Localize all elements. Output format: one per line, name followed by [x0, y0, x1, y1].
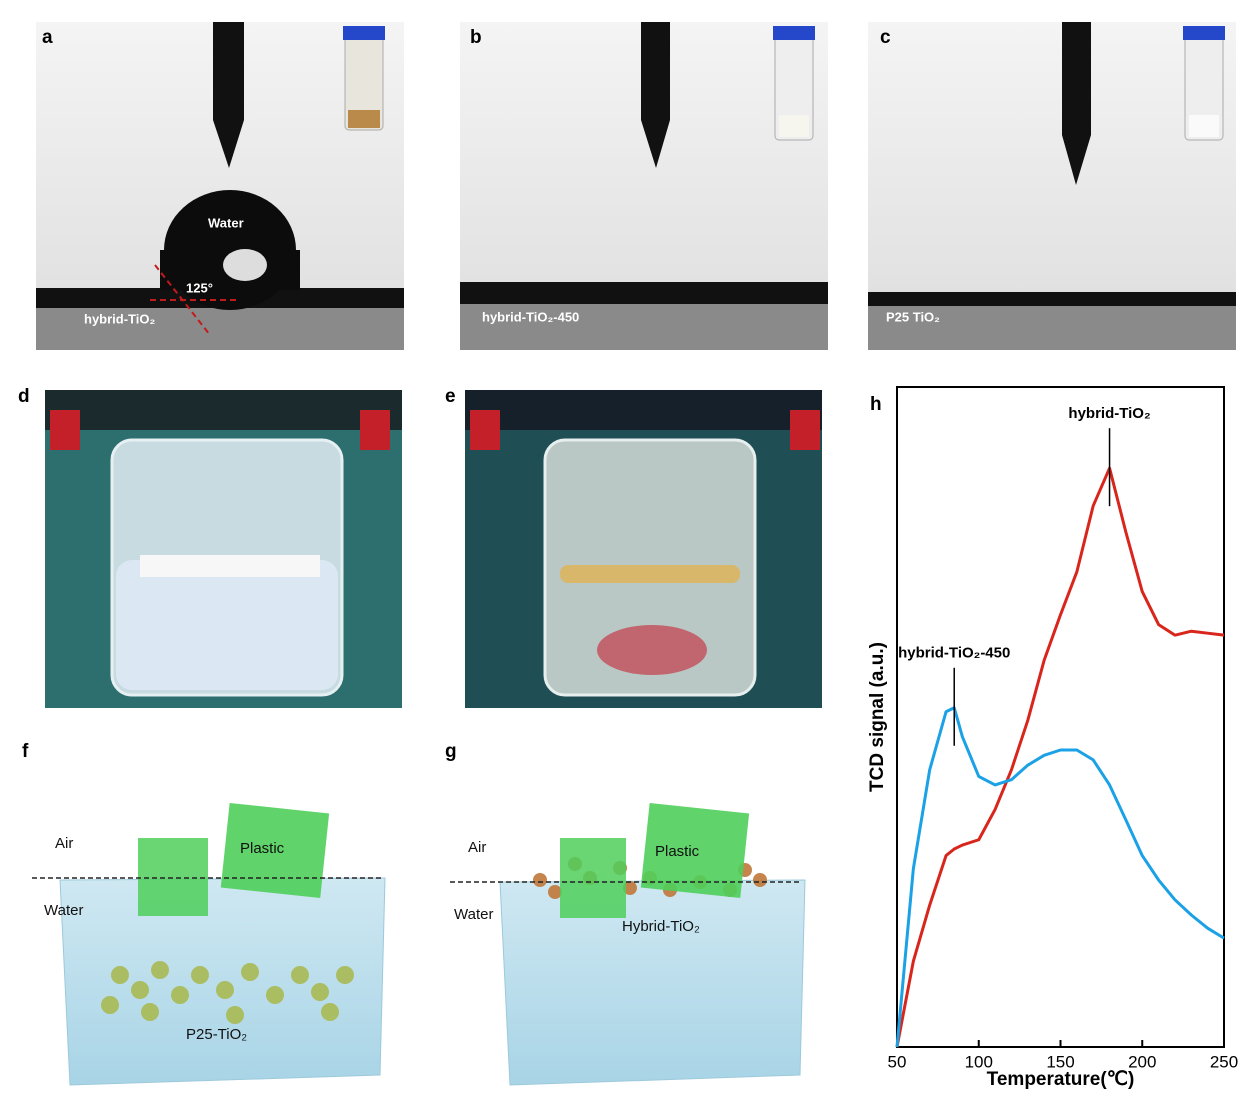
- panel-d: d: [18, 386, 402, 708]
- line-series: [895, 706, 1225, 1048]
- panel-b: b hybrid-TiO₂-450: [460, 22, 828, 350]
- annotation: P25 TiO₂: [886, 309, 940, 324]
- annotation: Water: [454, 906, 493, 923]
- panel-label: h: [870, 394, 882, 415]
- annotation: Air: [468, 839, 486, 856]
- series-label: hybrid-TiO₂: [1068, 405, 1150, 422]
- annotation: Water: [208, 215, 244, 230]
- panel-label: d: [18, 386, 30, 407]
- panel-c: c P25 TiO₂: [868, 22, 1236, 350]
- annotation: Hybrid-TiO₂: [622, 918, 700, 935]
- annotation: 125°: [186, 280, 213, 295]
- panel-e: e: [445, 386, 822, 708]
- x-tick-label: 150: [1046, 1052, 1074, 1071]
- annotation: hybrid-TiO₂: [84, 311, 155, 326]
- panel-label: e: [445, 386, 456, 407]
- panel-label: g: [445, 741, 457, 762]
- panel-f: f Air Water Plastic P25-TiO₂: [22, 741, 386, 1086]
- panel-g: g Air Water Plastic Hybrid-TiO₂: [445, 741, 806, 1086]
- panel-label: f: [22, 741, 29, 762]
- panel-label: b: [470, 27, 482, 48]
- annotation: Plastic: [240, 840, 285, 857]
- panel-label: a: [42, 27, 53, 48]
- panel-h: h 50 100 150 200 250 Temperature(℃) TCD signal…: [867, 386, 1238, 1090]
- x-tick-label: 50: [888, 1052, 907, 1071]
- series-label: hybrid-TiO₂-450: [898, 645, 1010, 662]
- panel-a: a Water 125° hybrid-TiO₂: [36, 22, 404, 350]
- annotation: P25-TiO₂: [186, 1026, 247, 1043]
- x-tick-label: 200: [1128, 1052, 1156, 1071]
- annotation: hybrid-TiO₂-450: [482, 309, 579, 324]
- annotation: Air: [55, 835, 73, 852]
- panel-label: c: [880, 27, 891, 48]
- annotation: Plastic: [655, 843, 700, 860]
- y-axis-label: TCD signal (a.u.): [867, 642, 888, 792]
- x-tick-label: 250: [1210, 1052, 1238, 1071]
- x-tick-label: 100: [965, 1052, 993, 1071]
- x-axis-label: Temperature(℃): [987, 1069, 1135, 1090]
- line-series: [895, 466, 1225, 1048]
- annotation: Water: [44, 902, 83, 919]
